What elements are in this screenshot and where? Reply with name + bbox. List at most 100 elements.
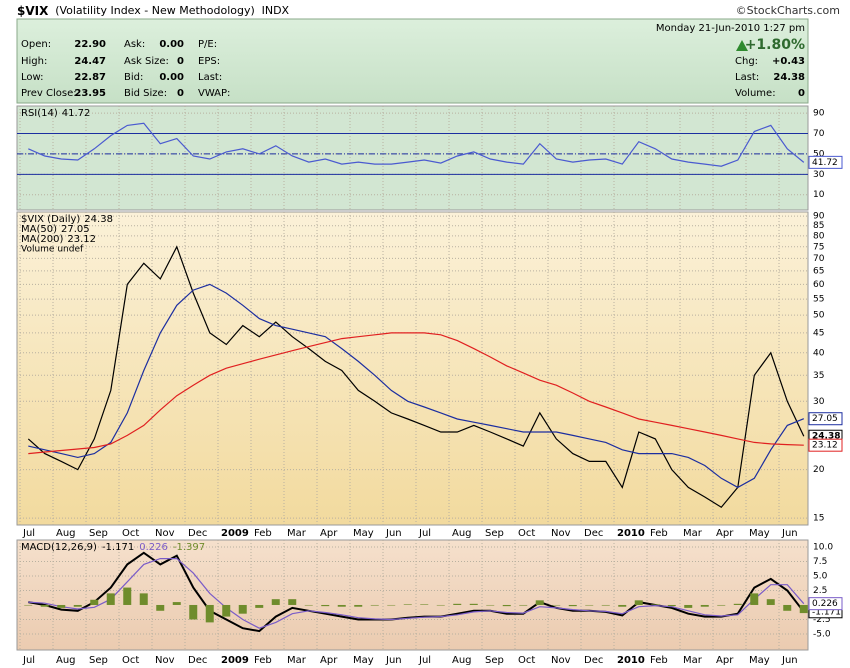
- x-tick-label: 2009: [221, 655, 249, 666]
- y-tick-label: 15: [813, 514, 824, 524]
- legend-value: 24.38: [84, 214, 113, 225]
- y-tick-label: 50: [813, 149, 825, 159]
- histogram-bar: [189, 604, 198, 620]
- value-box-label: 23.12: [812, 441, 838, 451]
- value-box: [808, 412, 843, 426]
- legend-value: 0.226: [139, 542, 168, 553]
- series-line: [28, 122, 805, 167]
- histogram-bar: [519, 604, 528, 606]
- quote-label: EPS:: [198, 56, 220, 67]
- y-tick-label: 85: [813, 221, 824, 231]
- histogram-bar: [304, 604, 313, 606]
- histogram-bar: [321, 604, 330, 607]
- histogram-bar: [40, 604, 49, 607]
- x-tick-label: Jul: [418, 655, 431, 666]
- y-tick-label: 90: [813, 212, 825, 222]
- x-tick-label: Nov: [155, 528, 175, 539]
- x-tick-label: Apr: [716, 528, 734, 539]
- legend-value: 41.72: [62, 108, 91, 119]
- histogram-bar: [684, 604, 693, 608]
- x-tick-label: Jun: [385, 655, 402, 666]
- quote-value: 24.47: [74, 56, 106, 67]
- quote-label: Ask Size:: [124, 56, 169, 67]
- histogram-bar: [502, 604, 511, 607]
- histogram-bar: [667, 604, 676, 607]
- histogram-bar: [288, 599, 297, 605]
- copyright: ©StockCharts.com: [736, 4, 840, 17]
- legend-name: RSI(14): [21, 108, 58, 119]
- quote-label: Volume:: [735, 88, 776, 99]
- quote-value: 24.38: [773, 72, 805, 83]
- legend-entry: MACD(12,26,9) -1.171 0.226 -1.397: [21, 542, 205, 553]
- x-tick-label: Dec: [584, 528, 603, 539]
- x-tick-label: Sep: [89, 655, 108, 666]
- x-tick-label: Oct: [518, 655, 535, 666]
- x-tick-label: Sep: [89, 528, 108, 539]
- legend-value: -1.397: [173, 542, 205, 553]
- x-tick-label: Oct: [518, 528, 535, 539]
- y-tick-label: 2.5: [813, 586, 827, 596]
- histogram-bar: [205, 604, 214, 623]
- value-box-label: 0.226: [812, 599, 838, 609]
- y-tick-label: 7.5: [813, 557, 827, 567]
- x-tick-label: Nov: [155, 655, 175, 666]
- chart-title: $VIX (Volatility Index - New Methodology…: [17, 4, 290, 18]
- quote-label: Low:: [21, 72, 44, 83]
- histogram-bar: [271, 599, 280, 605]
- legend-entry: MA(200) 23.12: [21, 234, 96, 245]
- x-tick-label: Oct: [122, 655, 139, 666]
- x-tick-label: Oct: [122, 528, 139, 539]
- quote-label: Ask:: [124, 39, 145, 50]
- exchange: INDX: [262, 4, 290, 17]
- y-tick-label: 55: [813, 295, 824, 305]
- legend-value: 23.12: [67, 234, 96, 245]
- series-line: [27, 245, 805, 508]
- quote-value: 0.00: [159, 39, 184, 50]
- legend-title: MACD(12,26,9): [21, 542, 97, 553]
- quote-value: 0: [177, 88, 184, 99]
- quote-label: High:: [21, 56, 47, 67]
- x-tick-label: Jun: [385, 528, 402, 539]
- symbol: $VIX: [17, 4, 49, 18]
- histogram-bar: [585, 604, 594, 606]
- value-box-label: -1.171: [812, 607, 841, 617]
- x-tick-label: 2009: [221, 528, 249, 539]
- x-tick-label: May: [353, 528, 374, 539]
- legend-name: $VIX (Daily): [21, 214, 80, 225]
- y-tick-label: 5.0: [813, 571, 828, 581]
- histogram-bar: [568, 604, 577, 607]
- histogram-bar: [90, 599, 99, 605]
- histogram-bar: [552, 604, 561, 606]
- quote-label: Prev Close:: [21, 88, 77, 99]
- histogram-bar: [337, 604, 346, 607]
- x-tick-label: May: [749, 655, 770, 666]
- value-box-label: 41.72: [812, 158, 838, 168]
- histogram-bar: [156, 604, 165, 611]
- quote-value: 0.00: [159, 72, 184, 83]
- x-tick-label: 2010: [617, 528, 645, 539]
- histogram-bar: [238, 604, 247, 614]
- y-tick-label: 30: [813, 170, 825, 180]
- x-tick-label: Jul: [22, 655, 35, 666]
- x-tick-label: May: [749, 528, 770, 539]
- series-line: [28, 283, 805, 489]
- x-tick-label: Sep: [485, 528, 504, 539]
- x-tick-label: Mar: [683, 528, 703, 539]
- histogram-bar: [618, 604, 627, 607]
- x-tick-label: Apr: [320, 528, 338, 539]
- histogram-bar: [469, 603, 478, 605]
- change-percent: +1.80%: [745, 37, 805, 53]
- quote-label: P/E:: [198, 39, 217, 50]
- quote-label: Open:: [21, 39, 51, 50]
- x-tick-label: Aug: [452, 528, 472, 539]
- y-tick-label: 35: [813, 371, 824, 381]
- histogram-bar: [139, 593, 148, 605]
- x-tick-label: Aug: [56, 655, 76, 666]
- x-tick-label: Dec: [584, 655, 603, 666]
- quote-label: Bid Size:: [124, 88, 167, 99]
- y-tick-label: 45: [813, 328, 824, 338]
- x-tick-label: Feb: [254, 528, 272, 539]
- histogram-bar: [783, 604, 792, 611]
- value-box: [808, 438, 843, 452]
- x-tick-label: Feb: [254, 655, 272, 666]
